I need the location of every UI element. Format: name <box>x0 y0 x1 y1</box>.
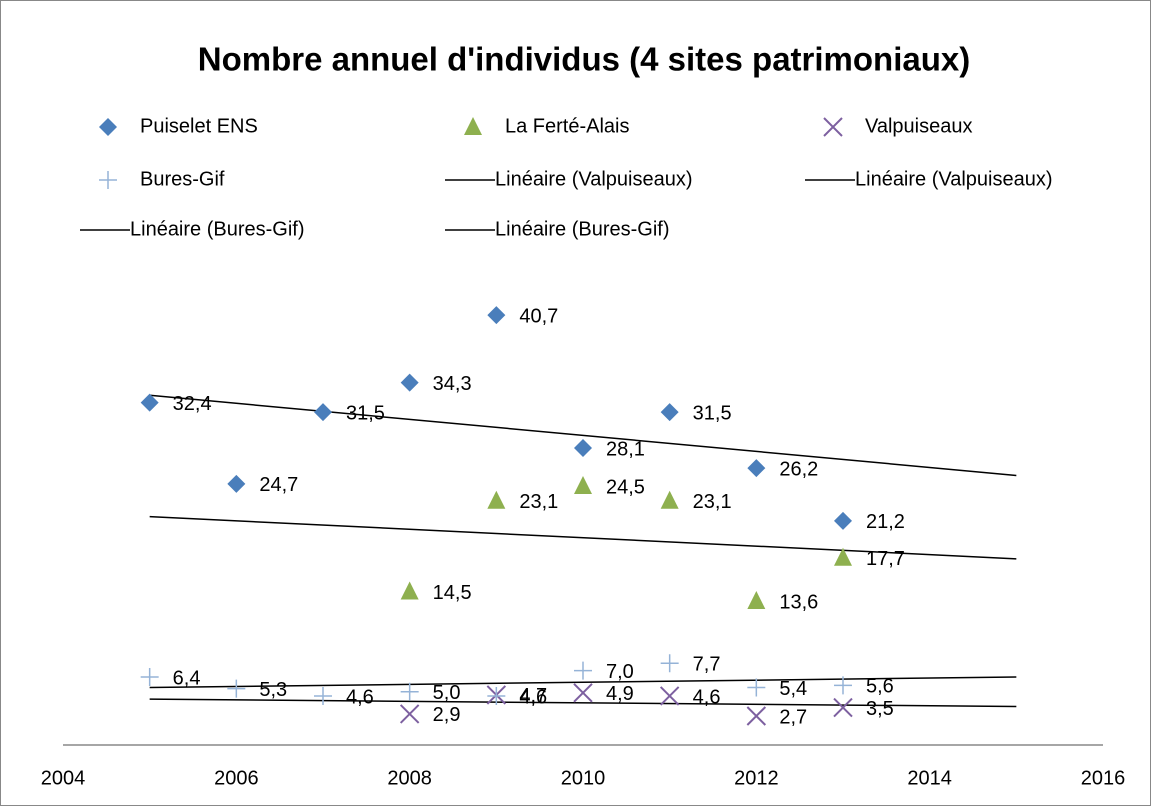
trend-line <box>149 394 1017 477</box>
data-point <box>746 706 767 726</box>
trend-line <box>149 698 1017 708</box>
data-label: 4,6 <box>346 686 374 708</box>
data-label: 23,1 <box>693 491 732 513</box>
data-label: 31,5 <box>693 402 732 424</box>
data-point <box>140 393 159 412</box>
data-point <box>399 704 420 724</box>
data-label: 6,4 <box>173 667 201 689</box>
legend-label: Linéaire (Valpuiseaux) <box>855 168 1053 190</box>
data-label: 7,7 <box>693 654 721 676</box>
legend-label: Bures-Gif <box>140 168 225 190</box>
x-tick-label: 2012 <box>734 767 779 789</box>
legend-label: Puiselet ENS <box>140 115 258 137</box>
data-label: 5,0 <box>433 682 461 704</box>
data-point <box>660 654 679 673</box>
data-point <box>834 676 852 695</box>
data-point <box>574 439 592 458</box>
legend-label: Valpuiseaux <box>865 115 972 137</box>
data-point <box>227 679 246 698</box>
chart-title: Nombre annuel d'individus (4 sites patri… <box>198 41 970 78</box>
legend-label: La Ferté-Alais <box>505 115 630 137</box>
x-tick-label: 2010 <box>561 767 606 789</box>
data-point <box>487 686 506 705</box>
data-label: 4,7 <box>519 685 547 707</box>
data-label: 23,1 <box>519 491 558 513</box>
data-label: 13,6 <box>779 591 818 613</box>
data-point <box>747 591 766 610</box>
x-tick-label: 2008 <box>387 767 432 789</box>
data-label: 34,3 <box>433 373 472 395</box>
legend-label: Linéaire (Bures-Gif) <box>495 218 670 240</box>
data-point <box>400 682 419 701</box>
data-label: 24,5 <box>606 476 645 498</box>
data-label: 4,6 <box>519 686 547 708</box>
data-label: 17,7 <box>866 548 905 570</box>
data-point <box>487 490 506 509</box>
legend-marker <box>464 117 482 135</box>
data-point <box>834 547 852 566</box>
data-label: 2,7 <box>779 706 807 728</box>
data-label: 4,6 <box>693 686 721 708</box>
data-label: 24,7 <box>259 474 298 496</box>
data-point <box>659 686 680 706</box>
data-point <box>660 490 679 509</box>
data-label: 28,1 <box>606 438 645 460</box>
trend-line <box>149 676 1017 689</box>
data-label: 4,9 <box>606 683 634 705</box>
x-tick-label: 2006 <box>214 767 259 789</box>
data-label: 40,7 <box>519 305 558 327</box>
legend-marker <box>99 171 117 189</box>
x-tick-label: 2004 <box>41 767 86 789</box>
data-label: 31,5 <box>346 402 385 424</box>
data-label: 14,5 <box>433 582 472 604</box>
data-label: 7,0 <box>606 661 634 683</box>
x-tick-label: 2016 <box>1081 767 1126 789</box>
data-label: 2,9 <box>433 704 461 726</box>
data-point <box>314 403 332 422</box>
data-point <box>574 661 592 680</box>
data-label: 26,2 <box>779 458 818 480</box>
legend-label: Linéaire (Valpuiseaux) <box>495 168 693 190</box>
data-point <box>140 667 159 686</box>
data-label: 5,4 <box>779 678 807 700</box>
data-label: 5,3 <box>259 679 287 701</box>
data-point <box>574 476 592 495</box>
legend-marker <box>823 117 843 137</box>
data-point <box>400 373 419 392</box>
data-label: 5,6 <box>866 676 894 698</box>
data-point <box>834 511 852 530</box>
legend-marker <box>99 118 117 136</box>
data-label: 32,4 <box>173 393 212 415</box>
trend-line <box>149 515 1017 560</box>
data-point <box>314 686 332 705</box>
data-point <box>227 474 246 493</box>
data-label: 3,5 <box>866 698 894 720</box>
legend-label: Linéaire (Bures-Gif) <box>130 218 305 240</box>
x-tick-label: 2014 <box>907 767 952 789</box>
data-point <box>573 683 593 703</box>
data-point <box>400 581 419 600</box>
data-label: 21,2 <box>866 511 905 533</box>
data-point <box>487 306 506 325</box>
data-point <box>747 459 766 478</box>
data-point <box>660 403 679 422</box>
data-point <box>747 678 766 697</box>
data-point <box>833 697 853 718</box>
